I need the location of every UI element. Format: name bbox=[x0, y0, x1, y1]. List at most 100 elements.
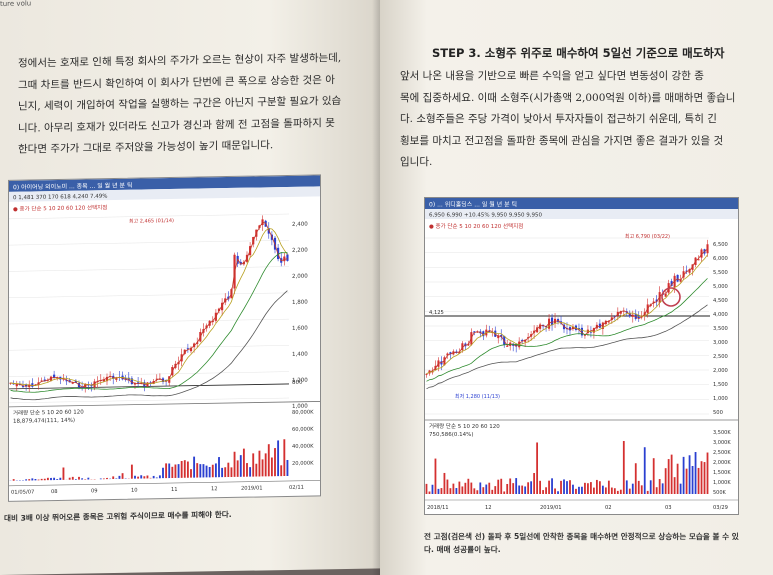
volume-bar bbox=[649, 480, 652, 494]
volume-bar bbox=[664, 468, 667, 494]
ma-line bbox=[426, 254, 708, 375]
volume-bar bbox=[700, 461, 703, 494]
x-label: 08 bbox=[51, 489, 58, 495]
grid-line bbox=[9, 371, 289, 377]
chart-info-bar bbox=[425, 209, 738, 219]
volume-bar bbox=[590, 482, 592, 494]
volume-bar bbox=[434, 458, 437, 494]
volume-bar bbox=[512, 483, 515, 494]
volume-bar bbox=[452, 483, 455, 494]
volume-bar bbox=[236, 460, 239, 477]
chart-toolbar bbox=[425, 198, 738, 209]
volume-bar bbox=[581, 486, 583, 494]
volume-bar bbox=[211, 464, 214, 478]
y-tick: 1,800 bbox=[292, 300, 308, 306]
volume-bar bbox=[670, 454, 673, 494]
volume-bar bbox=[533, 473, 536, 494]
volume-bar bbox=[524, 486, 527, 494]
candle-body bbox=[286, 254, 289, 261]
candle-body bbox=[425, 373, 428, 375]
volume-bar bbox=[652, 458, 655, 494]
volume-bar bbox=[242, 448, 245, 477]
step-heading: STEP 3. 소형주 위주로 매수하여 5일선 기준으로 매도하자 bbox=[432, 46, 725, 60]
volume-bar bbox=[286, 460, 289, 476]
chart-toolbar-text: 0) 아이어닝 외이노미 ... 종목 ... 일 월 년 분 틱 bbox=[13, 181, 132, 191]
volume-bar bbox=[56, 479, 59, 481]
volume-bar bbox=[622, 440, 625, 494]
volume-bar bbox=[461, 486, 464, 494]
volume-bar bbox=[68, 477, 71, 480]
volume-bar bbox=[46, 477, 49, 481]
volume-bar bbox=[593, 487, 595, 494]
volume-bar bbox=[575, 488, 577, 494]
volume-bar bbox=[527, 482, 530, 494]
y-tick: 4,500 bbox=[713, 298, 728, 304]
candle-body bbox=[652, 301, 655, 304]
candle-body bbox=[706, 244, 709, 254]
volume-bar bbox=[551, 478, 553, 494]
right-body-text: 앞서 나온 내용을 기반으로 빠른 수익을 얻고 싶다면 변동성이 강한 종 목… bbox=[400, 66, 750, 174]
x-label: 03/29 bbox=[713, 505, 728, 511]
volume-bar bbox=[162, 467, 164, 479]
volume-bar bbox=[572, 484, 574, 494]
volume-tick: 20,000K bbox=[292, 461, 314, 467]
header-strip: ture volu bbox=[0, 0, 32, 9]
chart-info-text: 0 1,481 370 170 618 4,240 7.49% bbox=[13, 194, 107, 202]
price-axis: 6,500 6,000 5,500 5,000 4,500 4,000 3,50… bbox=[713, 242, 728, 416]
ma-line bbox=[426, 248, 708, 375]
volume-bar bbox=[53, 477, 56, 481]
candle-body bbox=[676, 274, 679, 282]
candle-body bbox=[634, 313, 637, 319]
volume-bar bbox=[221, 467, 224, 478]
candle-body bbox=[21, 386, 25, 388]
volume-bar bbox=[246, 463, 248, 477]
grid-line bbox=[9, 266, 289, 272]
candle-body bbox=[446, 353, 449, 356]
volume-bar bbox=[208, 466, 211, 478]
volume-info: 18,879,474(111, 14%) bbox=[13, 418, 75, 425]
volume-bar bbox=[140, 475, 143, 479]
volume-bar bbox=[218, 457, 220, 478]
volume-tick: 3,500K bbox=[713, 430, 731, 436]
volume-bar bbox=[449, 488, 452, 494]
candle-body bbox=[697, 259, 700, 261]
volume-bar bbox=[694, 452, 697, 494]
volume-bar bbox=[706, 452, 709, 494]
paragraph-line: 입니다. bbox=[400, 156, 433, 168]
y-tick: 1,000 bbox=[713, 396, 728, 402]
volume-tick: 40,000K bbox=[292, 444, 314, 450]
volume-bar bbox=[205, 465, 208, 478]
volume-bar bbox=[497, 479, 500, 494]
volume-bar bbox=[554, 488, 556, 494]
volume-bar bbox=[703, 462, 706, 494]
volume-bar bbox=[280, 465, 283, 477]
volume-bar bbox=[25, 479, 28, 481]
chart-info-text: 6,950 6,990 +10.45% 9,950 9,950 9,950 bbox=[429, 213, 543, 219]
moving-averages bbox=[426, 248, 708, 390]
resistance-label: 4,125 bbox=[429, 310, 444, 316]
high-annotation: 최고 6,790 (03/22) bbox=[625, 233, 670, 240]
candle-body bbox=[604, 320, 607, 325]
volume-bar bbox=[165, 463, 168, 479]
volume-tick: 1,000K bbox=[713, 480, 731, 486]
candle-body bbox=[664, 293, 667, 297]
paragraph-line: 한다면 주가가 그대로 주저앉을 가능성이 높기 때문입니다. bbox=[18, 139, 274, 156]
volume-bar bbox=[521, 485, 524, 494]
volume-bar bbox=[283, 439, 286, 477]
y-tick: 3,500 bbox=[713, 326, 728, 332]
price-axis: 2,400 2,200 2,000 1,800 1,600 1,400 1,20… bbox=[292, 222, 308, 410]
volume-bar bbox=[81, 478, 84, 480]
volume-bar bbox=[149, 477, 152, 479]
volume-bar bbox=[500, 478, 503, 494]
volume-bar bbox=[619, 489, 622, 494]
chart-toolbar bbox=[9, 175, 320, 192]
grid-line bbox=[9, 239, 289, 246]
breakout-circle bbox=[661, 287, 681, 307]
x-label: 01/05/07 bbox=[11, 489, 34, 495]
volume-bar bbox=[473, 488, 476, 494]
candle-body bbox=[649, 304, 652, 307]
volume-bar bbox=[518, 485, 521, 494]
volume-bar bbox=[137, 476, 140, 479]
y-tick: 6,500 bbox=[713, 242, 728, 248]
volume-bar bbox=[31, 478, 34, 481]
